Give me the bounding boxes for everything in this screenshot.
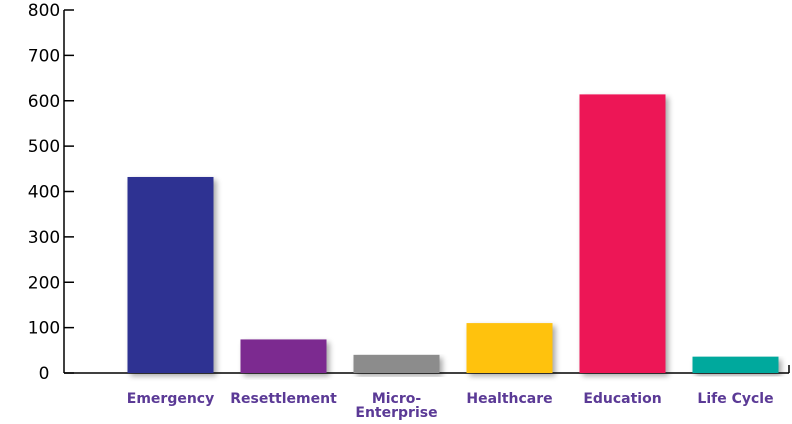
y-tick-label: 400 xyxy=(28,183,60,203)
y-axis-ticks: 0 100 200 300 400 500 600 700 800 xyxy=(28,1,74,384)
category-label: Life Cycle xyxy=(697,391,773,407)
category-label: Healthcare xyxy=(466,391,552,407)
bar xyxy=(353,354,440,373)
bar xyxy=(240,339,327,373)
y-tick-label: 800 xyxy=(28,1,60,21)
category-label: Emergency xyxy=(127,391,214,407)
y-tick-label: 200 xyxy=(28,273,60,293)
y-tick-label: 500 xyxy=(28,137,60,157)
category-label: Resettlement xyxy=(230,391,337,407)
bar xyxy=(579,94,666,374)
y-tick-label: 600 xyxy=(28,92,60,112)
category-labels: Emergency Resettlement Micro-Enterprise Hea… xyxy=(127,391,774,421)
bars xyxy=(127,94,779,374)
bar xyxy=(466,323,553,373)
category-label: Education xyxy=(583,391,661,407)
y-tick-label: 100 xyxy=(28,319,60,339)
bar xyxy=(692,356,779,373)
y-tick-label: 0 xyxy=(39,364,50,384)
y-tick-label: 300 xyxy=(28,228,60,248)
category-label: Micro-Enterprise xyxy=(355,391,437,421)
bar xyxy=(127,176,214,373)
y-tick-label: 700 xyxy=(28,46,60,66)
